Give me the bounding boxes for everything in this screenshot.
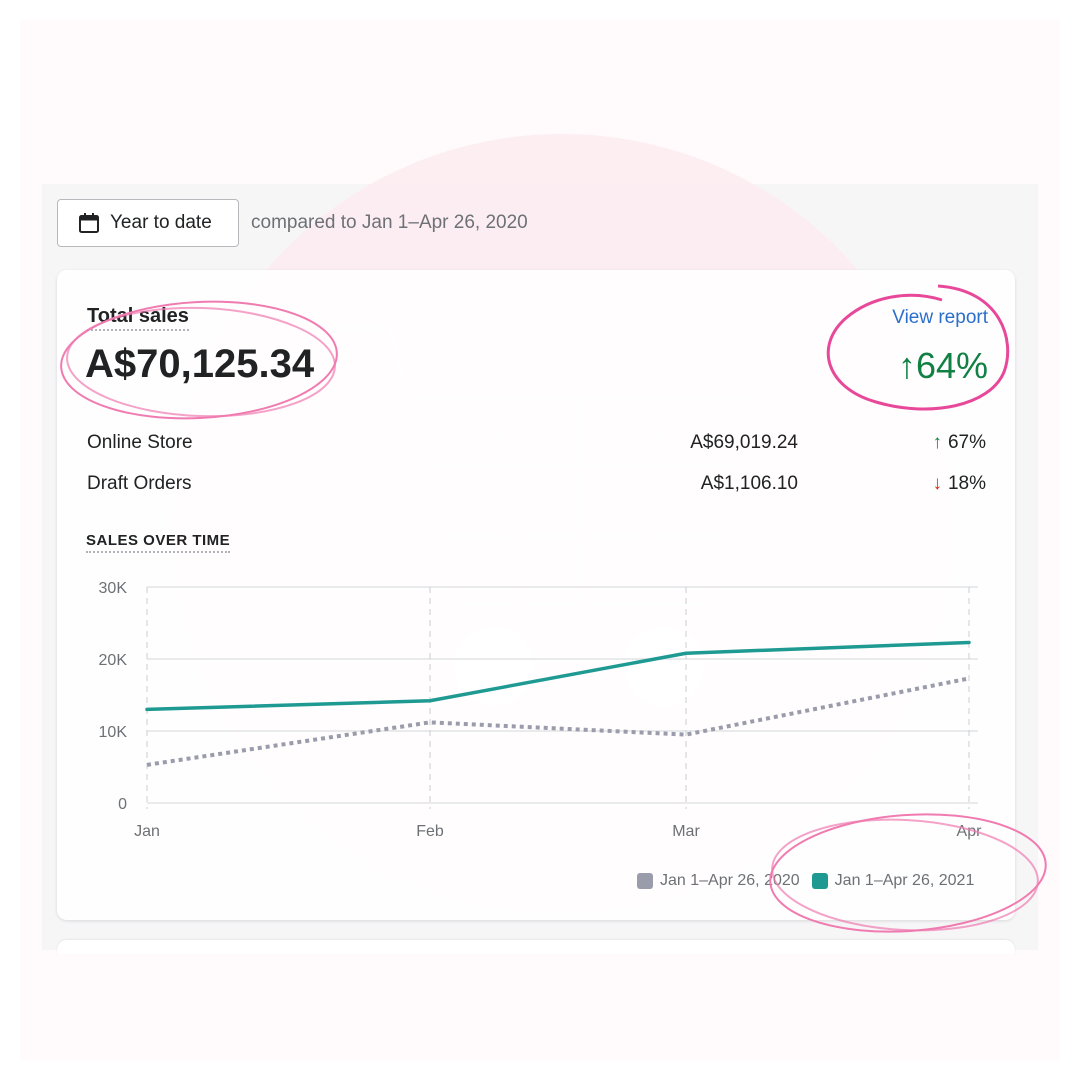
y-tick-label: 20K (99, 652, 128, 669)
arrow-up-icon: ↑ (932, 432, 942, 453)
channel-value-draft-orders: A$1,106.10 (700, 473, 798, 494)
calendar-icon (78, 212, 100, 234)
date-range-label: Year to date (110, 212, 212, 233)
channel-change-value: 67% (947, 432, 986, 453)
next-card-edge (57, 940, 1015, 954)
x-tick-label: Feb (416, 823, 444, 840)
comparison-text: compared to Jan 1–Apr 26, 2020 (251, 212, 528, 233)
legend-swatch-2020 (637, 873, 653, 889)
x-tick-label: Mar (672, 823, 700, 840)
arrow-down-icon: ↓ (932, 473, 942, 494)
legend-item-2021[interactable]: Jan 1–Apr 26, 2021 (811, 872, 975, 890)
x-tick-label: Jan (134, 823, 160, 840)
series-line-2021 (145, 640, 971, 712)
legend-item-2020[interactable]: Jan 1–Apr 26, 2020 (637, 872, 800, 890)
series-line-2020 (146, 676, 970, 767)
y-tick-label: 30K (99, 580, 128, 597)
chart-legend: Jan 1–Apr 26, 2020 Jan 1–Apr 26, 2021 (637, 872, 986, 890)
legend-swatch-2021 (811, 873, 828, 889)
y-tick-label: 0 (118, 796, 127, 813)
sales-over-time-title[interactable]: SALES OVER TIME (86, 532, 231, 553)
channel-change-draft-orders: ↓ 18% (932, 473, 986, 495)
legend-label-2020: Jan 1–Apr 26, 2020 (660, 872, 800, 889)
channel-value-online-store: A$69,019.24 (690, 432, 798, 453)
legend-label-2021: Jan 1–Apr 26, 2021 (834, 872, 975, 889)
date-range-button[interactable]: Year to date (57, 199, 239, 247)
channel-label-draft-orders: Draft Orders (87, 473, 192, 494)
x-tick-label: Apr (957, 823, 983, 840)
channel-label-online-store: Online Store (87, 432, 193, 453)
y-tick-label: 10K (99, 724, 128, 741)
channel-change-online-store: ↑ 67% (932, 432, 986, 454)
channel-change-value: 18% (947, 473, 986, 494)
